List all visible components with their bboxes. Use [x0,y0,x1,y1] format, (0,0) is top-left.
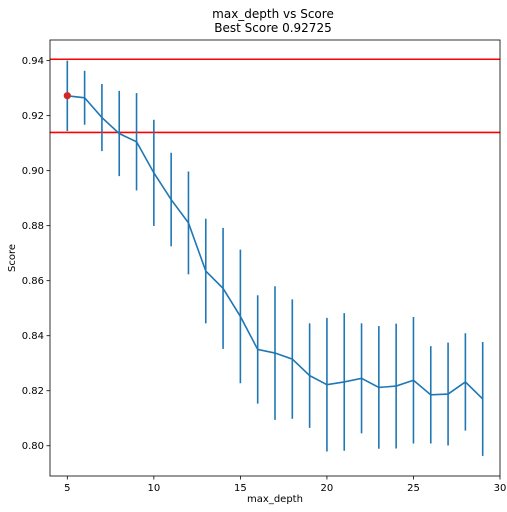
x-tick-label: 10 [147,483,160,494]
series-line [67,95,484,400]
y-tick-label: 0.90 [22,166,44,177]
x-tick-label: 15 [234,483,247,494]
y-tick-label: 0.82 [22,386,44,397]
y-tick-label: 0.80 [22,441,44,452]
y-tick-label: 0.84 [22,331,44,342]
y-tick-label: 0.88 [22,221,44,232]
y-axis-label: Score [7,244,18,272]
x-axis-label: max_depth [247,494,303,505]
axes-frame [49,39,501,477]
chart-subtitle: Best Score 0.92725 [214,21,331,35]
x-tick-label: 20 [321,483,334,494]
chart-title: max_depth vs Score [212,7,334,21]
best-score-marker [63,92,71,100]
x-tick-label: 30 [494,483,507,494]
x-tick-label: 5 [64,483,70,494]
x-tick-label: 25 [407,483,420,494]
y-tick-label: 0.86 [22,276,44,287]
y-tick-label: 0.92 [22,111,44,122]
y-tick-label: 0.94 [22,56,44,67]
